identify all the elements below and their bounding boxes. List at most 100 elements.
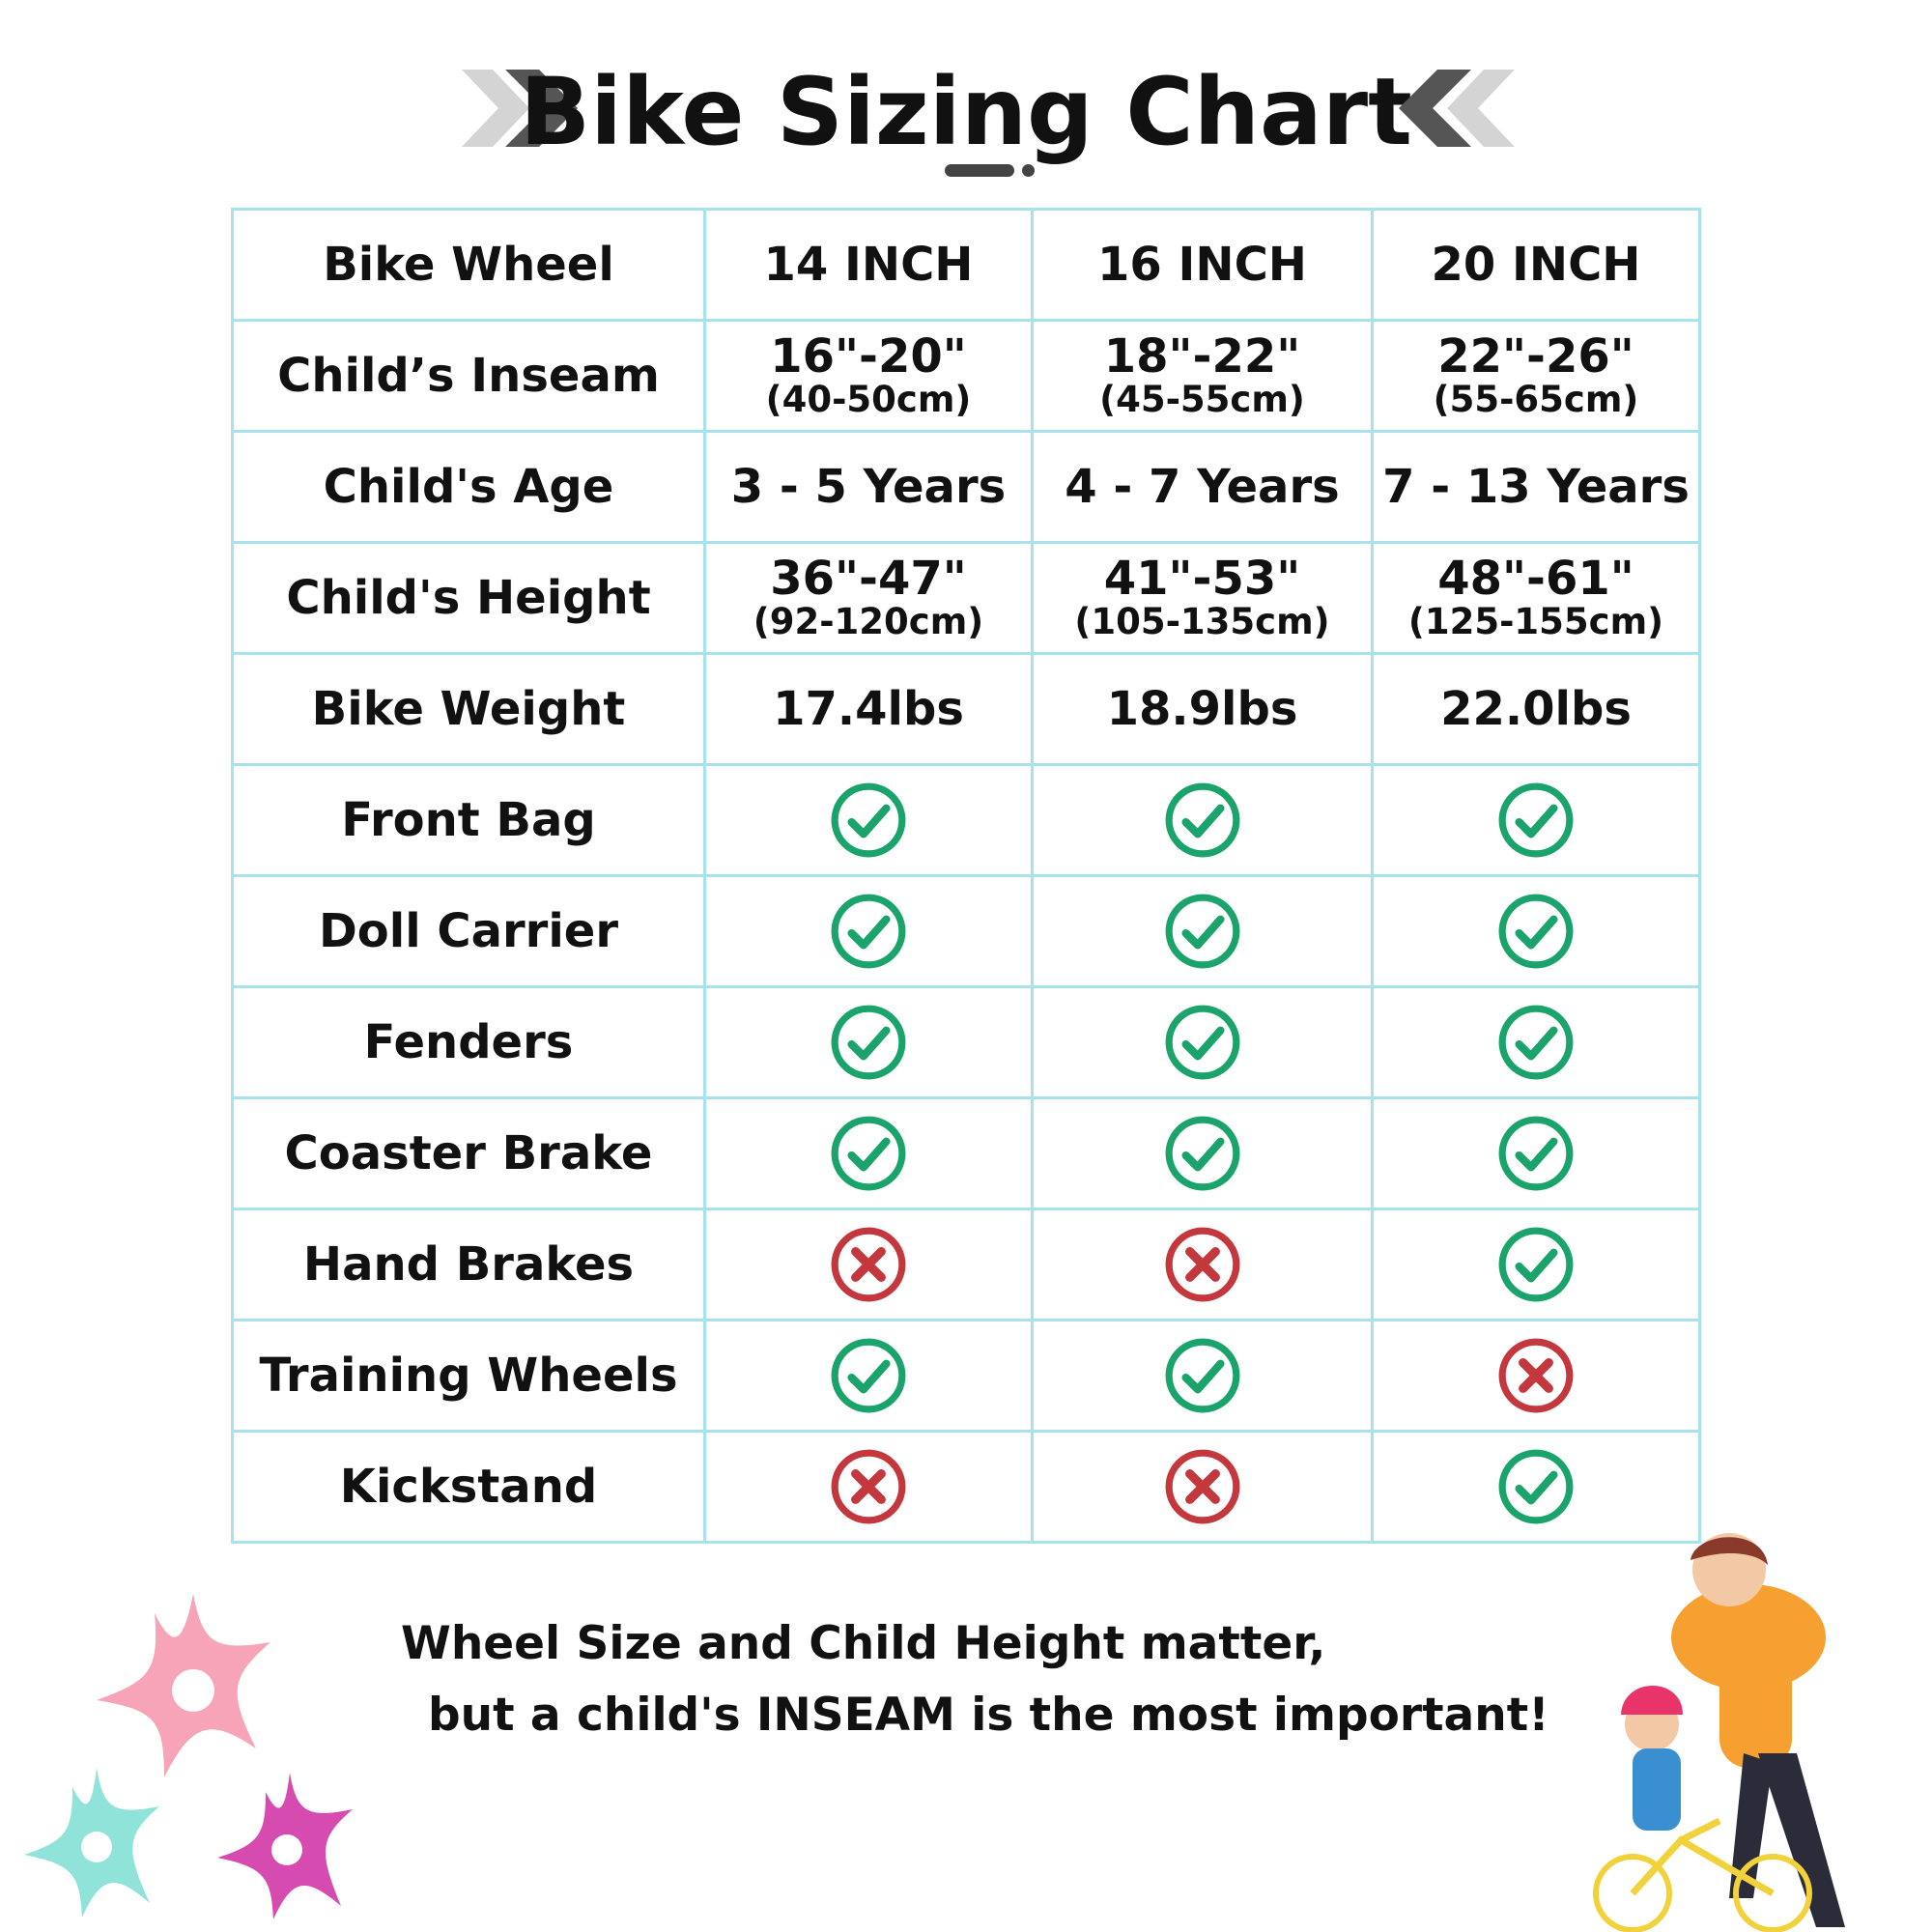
check-circle-icon: [1165, 1338, 1239, 1413]
cell-value: 18"-22": [1103, 329, 1301, 384]
column-header: 20 INCH: [1371, 208, 1701, 322]
table-cell: [703, 1208, 1034, 1321]
cell-value: 22"-26": [1437, 329, 1634, 384]
table-cell: [1031, 1208, 1374, 1321]
table-cell: 22.0lbs: [1371, 652, 1701, 766]
check-circle-icon: [1165, 1005, 1239, 1080]
cell-value: 48"-61": [1437, 552, 1634, 606]
table-cell: [1371, 1430, 1701, 1544]
table-cell: [703, 985, 1034, 1099]
row-label: Child's Age: [231, 430, 706, 544]
check-circle-icon: [1165, 894, 1239, 969]
x-circle-icon: [1498, 1338, 1574, 1413]
check-circle-icon: [1165, 1116, 1239, 1191]
table-cell: [1031, 1096, 1374, 1210]
x-circle-icon: [1165, 1449, 1239, 1524]
cell-value: 22.0lbs: [1440, 682, 1632, 736]
cell-value: 36"-47": [770, 552, 967, 606]
table-row: Bike Weight 17.4lbs 18.9lbs 22.0lbs: [231, 652, 1701, 766]
table-cell: 18.9lbs: [1031, 652, 1374, 766]
check-circle-icon: [1165, 782, 1239, 858]
double-chevron-left-icon: [1399, 70, 1515, 147]
cell-value: 17.4lbs: [773, 682, 964, 736]
table-row: Front Bag: [231, 763, 1701, 877]
table-cell: [703, 1430, 1034, 1544]
title-underline-dot: [1022, 164, 1035, 177]
check-circle-icon: [1498, 1449, 1574, 1524]
pink-starfish-icon: [97, 1594, 270, 1777]
table-cell: [1371, 763, 1701, 877]
row-label: Hand Brakes: [231, 1208, 706, 1321]
table-cell: [1371, 1319, 1701, 1433]
table-cell: [703, 1096, 1034, 1210]
title-underline: [945, 164, 1014, 177]
cell-metric-value: (55-65cm): [1433, 379, 1639, 420]
table-cell: 4 - 7 Years: [1031, 430, 1374, 544]
check-circle-icon: [831, 1338, 906, 1413]
table-cell: 18"-22" (45-55cm): [1031, 319, 1374, 433]
table-cell: [1031, 985, 1374, 1099]
cell-value: 16"-20": [770, 329, 967, 384]
check-circle-icon: [1498, 1116, 1574, 1191]
table-cell: [703, 874, 1034, 988]
row-label: Training Wheels: [231, 1319, 706, 1433]
table-row: Child’s Inseam 16"-20" (40-50cm) 18"-22" (45…: [231, 319, 1701, 433]
magenta-starfish-icon: [217, 1773, 353, 1919]
table-row: Doll Carrier: [231, 874, 1701, 988]
footer-line-1: Wheel Size and Child Height matter,: [401, 1617, 1326, 1670]
check-circle-icon: [831, 782, 906, 858]
table-row: Training Wheels: [231, 1319, 1701, 1433]
cell-value: 18.9lbs: [1106, 682, 1298, 736]
table-cell: 7 - 13 Years: [1371, 430, 1701, 544]
table-cell: 17.4lbs: [703, 652, 1034, 766]
check-circle-icon: [831, 1005, 906, 1080]
table-cell: 3 - 5 Years: [703, 430, 1034, 544]
check-circle-icon: [831, 1116, 906, 1191]
table-row: Coaster Brake: [231, 1096, 1701, 1210]
check-circle-icon: [831, 894, 906, 969]
cell-metric-value: (92-120cm): [753, 601, 984, 642]
x-circle-icon: [1165, 1227, 1239, 1302]
row-label: Doll Carrier: [231, 874, 706, 988]
table-cell: [703, 1319, 1034, 1433]
table-cell: [1371, 874, 1701, 988]
check-circle-icon: [1498, 1005, 1574, 1080]
column-header: 14 INCH: [703, 208, 1034, 322]
row-label: Fenders: [231, 985, 706, 1099]
header: Bike Sizing Chart: [0, 48, 1932, 222]
table-row: Fenders: [231, 985, 1701, 1099]
cell-value: 3 - 5 Years: [730, 460, 1007, 514]
table-row: Child's Height 36"-47" (92-120cm) 41"-53" (1…: [231, 541, 1701, 655]
table-cell: [1031, 763, 1374, 877]
teal-starfish-icon: [24, 1768, 159, 1918]
cell-metric-value: (105-135cm): [1074, 601, 1330, 642]
table-cell: [1371, 985, 1701, 1099]
table-cell: [1371, 1208, 1701, 1321]
row-label: Front Bag: [231, 763, 706, 877]
table-cell: [1031, 1319, 1374, 1433]
cell-value: 4 - 7 Years: [1065, 460, 1340, 514]
row-label: Coaster Brake: [231, 1096, 706, 1210]
sizing-table: Bike Wheel 14 INCH 16 INCH 20 INCH Child…: [231, 208, 1701, 1544]
check-circle-icon: [1498, 1227, 1574, 1302]
table-cell: [1031, 1430, 1374, 1544]
check-circle-icon: [1498, 894, 1574, 969]
cell-metric-value: (125-155cm): [1407, 601, 1664, 642]
table-row: Child's Age 3 - 5 Years 4 - 7 Years 7 - 13 …: [231, 430, 1701, 544]
page-title: Bike Sizing Chart: [520, 58, 1412, 166]
table-cell: [703, 763, 1034, 877]
check-circle-icon: [1498, 782, 1574, 858]
cell-value: 41"-53": [1103, 552, 1301, 606]
double-chevron-right-icon: [462, 70, 578, 147]
table-cell: 22"-26" (55-65cm): [1371, 319, 1701, 433]
table-cell: 16"-20" (40-50cm): [703, 319, 1034, 433]
row-label: Bike Wheel: [231, 208, 706, 322]
footer-note: Wheel Size and Child Height matter, but …: [401, 1608, 1549, 1751]
cell-metric-value: (40-50cm): [765, 379, 972, 420]
table-cell: [1031, 874, 1374, 988]
footer-line-2: but a child's INSEAM is the most importa…: [428, 1689, 1549, 1742]
row-label: Child's Height: [231, 541, 706, 655]
cell-value: 7 - 13 Years: [1382, 460, 1690, 514]
x-circle-icon: [831, 1227, 906, 1302]
row-label: Kickstand: [231, 1430, 706, 1544]
